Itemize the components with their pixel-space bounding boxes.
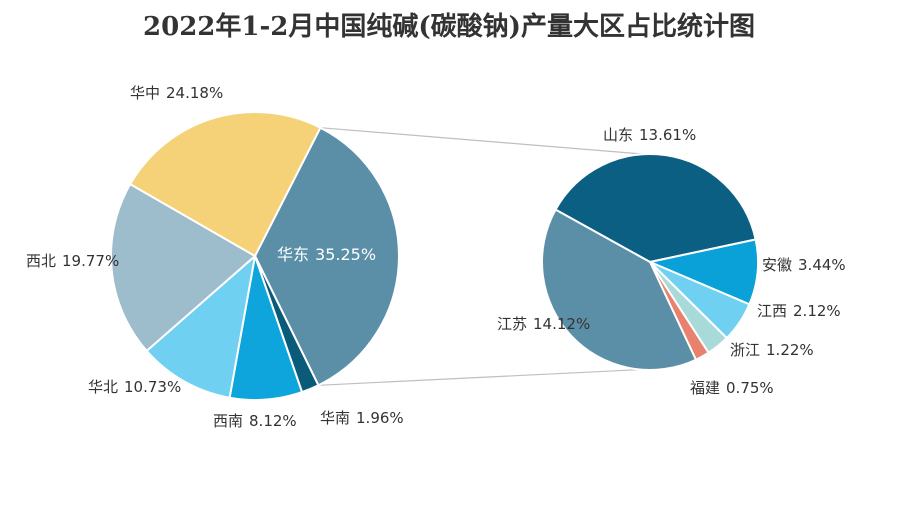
main-slice-3 [145, 253, 257, 399]
slice-labels: 华东 35.25% 华南 1.96% 西南 8.12% 华北 10.73% 西北 19.77% 华中… [26, 84, 846, 430]
main-label-value-2: 8.12% [249, 412, 297, 430]
main-label-5: 华中 24.18% [130, 84, 223, 102]
chart-title: 2022年1-2月中国纯碱(碳酸钠)产量大区占比统计图 [143, 12, 755, 42]
detail-label-name-4: 福建 [690, 379, 720, 397]
detail-label-name-3: 浙江 [730, 341, 760, 359]
detail-label-value-1: 3.44% [798, 256, 846, 274]
main-label-name-2: 西南 [213, 412, 243, 430]
main-label-2: 西南 8.12% [213, 412, 297, 430]
detail-label-name-1: 安徽 [762, 256, 792, 274]
detail-slice-0 [554, 153, 757, 264]
detail-label-name-5: 江苏 [497, 315, 527, 333]
detail-label-0: 山东 13.61% [603, 126, 696, 144]
main-label-name-1: 华南 [320, 409, 350, 427]
detail-label-value-2: 2.12% [793, 302, 841, 320]
connector-line-top [320, 127, 645, 155]
main-label-0: 华东 35.25% [277, 245, 376, 264]
main-label-3: 华北 10.73% [88, 378, 181, 396]
connector-lines [318, 127, 645, 386]
main-label-value-1: 1.96% [356, 409, 404, 427]
detail-label-value-0: 13.61% [639, 126, 696, 144]
main-slice-5 [128, 111, 322, 258]
connector-line-bottom [318, 368, 641, 386]
main-label-4: 西北 19.77% [26, 252, 119, 270]
main-slice-0 [253, 126, 400, 387]
detail-label-5: 江苏 14.12% [497, 315, 590, 333]
detail-label-2: 江西 2.12% [757, 302, 841, 320]
detail-label-name-2: 江西 [757, 302, 787, 320]
main-label-name-3: 华北 [88, 378, 118, 396]
detail-label-name-0: 山东 [603, 126, 633, 144]
main-pie [110, 111, 400, 401]
main-label-value-4: 19.77% [62, 252, 119, 270]
detail-label-4: 福建 0.75% [690, 379, 774, 397]
main-label-name-5: 华中 [130, 84, 160, 102]
main-label-value-3: 10.73% [124, 378, 181, 396]
main-label-value-0: 35.25% [315, 245, 376, 264]
detail-slice-5 [541, 208, 698, 371]
detail-label-1: 安徽 3.44% [762, 256, 846, 274]
detail-label-value-5: 14.12% [533, 315, 590, 333]
detail-pie [541, 153, 759, 371]
detail-label-3: 浙江 1.22% [730, 341, 814, 359]
main-label-1: 华南 1.96% [320, 409, 404, 427]
main-slice-4 [110, 182, 257, 353]
detail-label-value-3: 1.22% [766, 341, 814, 359]
main-label-name-0: 华东 [277, 245, 309, 264]
detail-label-value-4: 0.75% [726, 379, 774, 397]
main-label-value-5: 24.18% [166, 84, 223, 102]
main-label-name-4: 西北 [26, 252, 56, 270]
